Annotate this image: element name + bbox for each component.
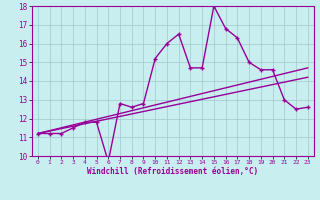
X-axis label: Windchill (Refroidissement éolien,°C): Windchill (Refroidissement éolien,°C): [87, 167, 258, 176]
